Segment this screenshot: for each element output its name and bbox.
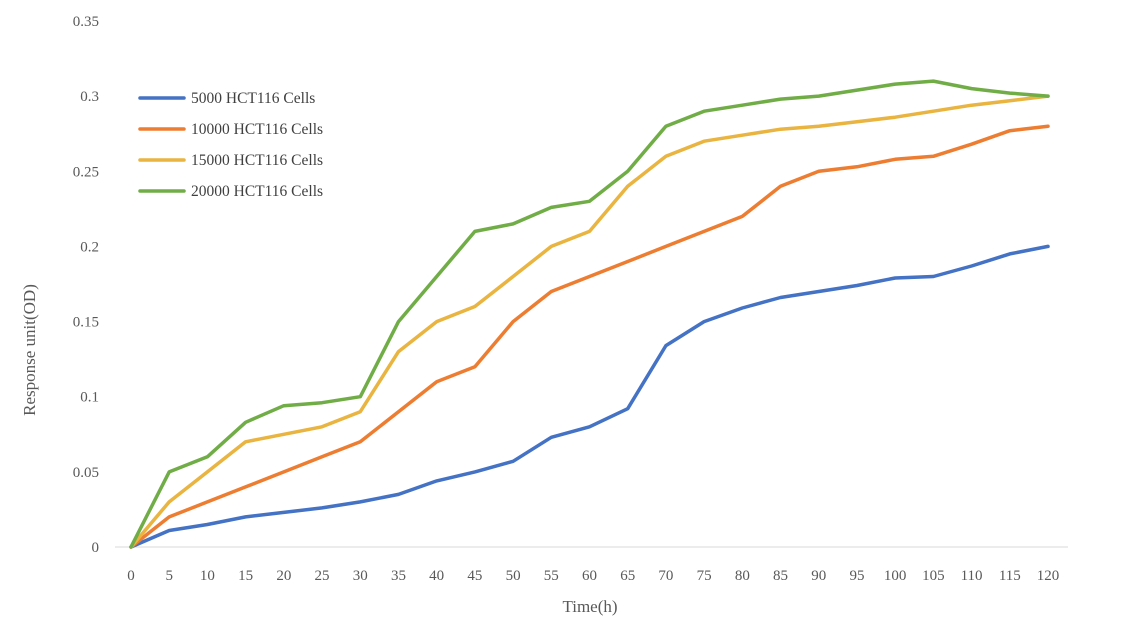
legend: 5000 HCT116 Cells 10000 HCT116 Cells 15000… xyxy=(138,90,323,200)
y-tick-label: 0.3 xyxy=(80,89,99,105)
legend-label-3: 15000 HCT116 Cells xyxy=(191,152,323,169)
legend-label-2: 10000 HCT116 Cells xyxy=(191,121,323,138)
y-tick-label: 0.05 xyxy=(73,465,99,481)
x-tick-label: 40 xyxy=(429,568,444,584)
y-axis-ticks: 0 0.05 0.1 0.15 0.2 0.25 0.3 0.35 xyxy=(73,14,99,556)
x-tick-label: 85 xyxy=(773,568,788,584)
x-tick-label: 65 xyxy=(620,568,635,584)
y-tick-label: 0.35 xyxy=(73,14,99,30)
x-tick-label: 45 xyxy=(467,568,482,584)
y-tick-label: 0.1 xyxy=(80,390,99,406)
x-tick-label: 70 xyxy=(658,568,673,584)
x-tick-label: 60 xyxy=(582,568,597,584)
y-tick-label: 0.25 xyxy=(73,164,99,180)
legend-label-4: 20000 HCT116 Cells xyxy=(191,183,323,200)
x-tick-label: 5 xyxy=(165,568,173,584)
x-tick-label: 20 xyxy=(276,568,291,584)
y-tick-label: 0.2 xyxy=(80,239,99,255)
series-lines xyxy=(129,79,1050,549)
x-tick-label: 100 xyxy=(884,568,907,584)
x-tick-label: 35 xyxy=(391,568,406,584)
series-line-3 xyxy=(129,94,1050,549)
legend-label-1: 5000 HCT116 Cells xyxy=(191,90,315,107)
x-tick-label: 55 xyxy=(544,568,559,584)
series-line-2 xyxy=(129,124,1050,549)
y-axis-title: Response unit(OD) xyxy=(20,284,39,416)
x-tick-label: 95 xyxy=(849,568,864,584)
x-tick-label: 75 xyxy=(697,568,712,584)
y-tick-label: 0 xyxy=(92,540,100,556)
x-tick-label: 15 xyxy=(238,568,253,584)
x-tick-label: 90 xyxy=(811,568,826,584)
series-line-4 xyxy=(129,79,1050,549)
x-tick-label: 105 xyxy=(922,568,945,584)
x-tick-label: 80 xyxy=(735,568,750,584)
x-tick-label: 115 xyxy=(999,568,1021,584)
x-tick-label: 25 xyxy=(315,568,330,584)
x-axis-title: Time(h) xyxy=(562,597,617,616)
x-tick-label: 10 xyxy=(200,568,215,584)
x-axis-ticks: 0 5 10 15 20 25 30 35 40 45 50 55 60 65 70 75 80 85 90 95 10… xyxy=(127,568,1059,584)
x-tick-label: 30 xyxy=(353,568,368,584)
x-tick-label: 110 xyxy=(961,568,983,584)
y-tick-label: 0.15 xyxy=(73,315,99,331)
x-tick-label: 50 xyxy=(506,568,521,584)
x-tick-label: 0 xyxy=(127,568,135,584)
series-line-1 xyxy=(129,244,1050,549)
x-tick-label: 120 xyxy=(1037,568,1060,584)
